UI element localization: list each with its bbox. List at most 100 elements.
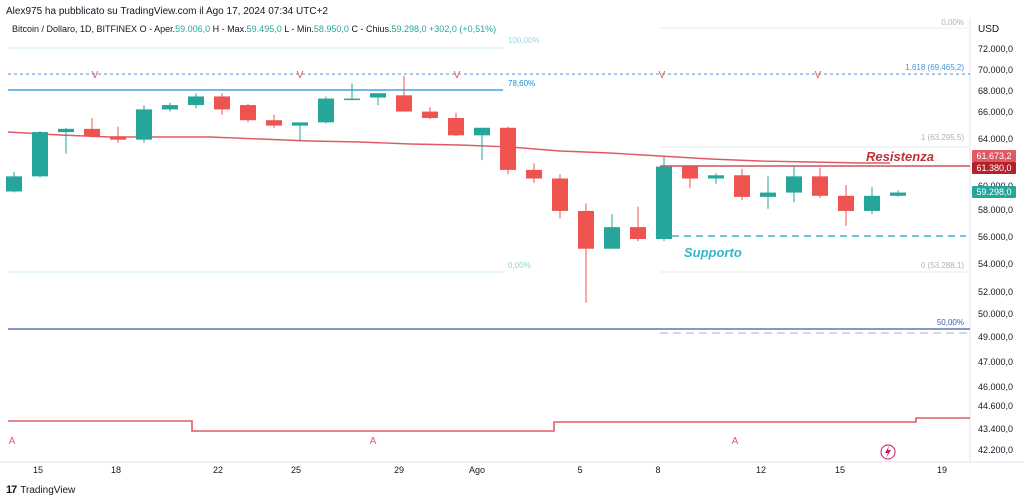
candle-body xyxy=(474,127,490,136)
y-tick-label: 72.000,0 xyxy=(978,44,1013,54)
fib-left-0-label: 0,00% xyxy=(508,261,531,270)
candle-body xyxy=(6,176,22,192)
x-tick-label: 29 xyxy=(394,465,404,475)
candle-body xyxy=(708,175,724,179)
candle-body xyxy=(344,98,360,101)
lightning-icon-glyph xyxy=(885,446,891,458)
legend-high-label: H - Max. xyxy=(212,24,247,34)
candle-body xyxy=(240,105,256,121)
y-tick-label: 52.000,0 xyxy=(978,287,1013,297)
candle-body xyxy=(396,95,412,112)
tradingview-logo-icon: 17 xyxy=(6,484,17,496)
indicator-step-line xyxy=(8,417,970,432)
legend-bar: Bitcoin / Dollaro, 1D, BITFINEX O - Aper… xyxy=(12,24,496,34)
lightning-icon[interactable] xyxy=(880,444,896,460)
fib-1-label: 1 (63.295,5) xyxy=(921,133,964,142)
y-tick-label: 58.000,0 xyxy=(978,205,1013,215)
legend-open-label: O - Aper. xyxy=(139,24,176,34)
candle-body xyxy=(136,109,152,140)
y-tick-label: 66.000,0 xyxy=(978,107,1013,117)
x-tick-label: 12 xyxy=(756,465,766,475)
x-tick-label: 18 xyxy=(111,465,121,475)
y-tick-label: 68.000,0 xyxy=(978,86,1013,96)
candle-body xyxy=(786,176,802,193)
candle-body xyxy=(58,128,74,133)
v-marker: V xyxy=(454,70,461,81)
candle-body xyxy=(110,136,126,140)
x-tick-label: 8 xyxy=(655,465,660,475)
y-tick-label: 47.000,0 xyxy=(978,357,1013,367)
a-marker: A xyxy=(370,436,377,447)
candle-body xyxy=(734,175,750,197)
moving-average-line xyxy=(7,131,890,164)
candle-body xyxy=(604,227,620,249)
candle-body xyxy=(188,96,204,106)
candle-body xyxy=(838,195,854,211)
candle-body xyxy=(864,195,880,211)
v-marker: V xyxy=(92,70,99,81)
resistance-label: Resistenza xyxy=(866,149,934,164)
y-tick-label: 44.600,0 xyxy=(978,401,1013,411)
x-tick-label: 19 xyxy=(937,465,947,475)
a-marker: A xyxy=(9,436,16,447)
y-tick-label: 56.000,0 xyxy=(978,232,1013,242)
candle-body xyxy=(214,96,230,110)
legend-high-value: 59.495,0 xyxy=(246,24,282,34)
y-tick-label: 42.200,0 xyxy=(978,445,1013,455)
candle-body xyxy=(84,128,100,137)
legend-open-value: 59.006,0 xyxy=(175,24,211,34)
legend-low-label: L - Min. xyxy=(284,24,314,34)
legend-close-value: 59.298,0 xyxy=(391,24,427,34)
candle-body xyxy=(422,111,438,119)
v-marker: V xyxy=(659,70,666,81)
candle-body xyxy=(370,93,386,98)
footer-brand: 17 TradingView xyxy=(6,484,75,496)
a-marker: A xyxy=(732,436,739,447)
v-marker: V xyxy=(297,70,304,81)
price-badge-label: 59.298,0 xyxy=(976,187,1011,197)
v-marker: V xyxy=(815,70,822,81)
fib-top-label: 0,00% xyxy=(941,18,964,27)
legend-symbol: Bitcoin / Dollaro, 1D, BITFINEX xyxy=(12,24,138,34)
candle-body xyxy=(292,122,308,126)
candle-body xyxy=(578,210,594,249)
candle-body xyxy=(448,118,464,136)
fib-1618-label: 1,618 (69.465,2) xyxy=(905,63,964,72)
legend-change-value: +302,0 (+0,51%) xyxy=(429,24,497,34)
price-badge-label: 61.380,0 xyxy=(976,163,1011,173)
candle-body xyxy=(656,166,672,239)
support-label: Supporto xyxy=(684,245,742,260)
legend-close-label: C - Chius. xyxy=(351,24,392,34)
candle-body xyxy=(682,166,698,179)
x-tick-label: Ago xyxy=(469,465,485,475)
fib-0-label: 0 (53.288,1) xyxy=(921,261,964,270)
price-badge xyxy=(972,186,1016,198)
price-badge-label: 61.673,2 xyxy=(976,151,1011,161)
candle-body xyxy=(162,105,178,110)
candle-body xyxy=(266,120,282,126)
x-tick-label: 5 xyxy=(577,465,582,475)
x-tick-label: 25 xyxy=(291,465,301,475)
candle-body xyxy=(890,192,906,196)
candle-body xyxy=(526,169,542,179)
candle-body xyxy=(760,192,776,197)
candle-body xyxy=(812,176,828,196)
y-tick-label: 46.000,0 xyxy=(978,382,1013,392)
currency-label: USD xyxy=(978,24,1000,35)
fib-left-100-label: 100,00% xyxy=(508,36,540,45)
y-tick-label: 64.000,0 xyxy=(978,134,1013,144)
publisher-header: Alex975 ha pubblicato su TradingView.com… xyxy=(6,6,328,17)
y-tick-label: 70.000,0 xyxy=(978,65,1013,75)
x-tick-label: 22 xyxy=(213,465,223,475)
price-badge xyxy=(972,150,1016,162)
candle-body xyxy=(318,98,334,123)
footer-brand-label: TradingView xyxy=(20,484,76,496)
y-tick-label: 49.000,0 xyxy=(978,332,1013,342)
legend-low-value: 58.950,0 xyxy=(313,24,349,34)
fib-50-label: 50,00% xyxy=(937,318,964,327)
y-tick-label: 54.000,0 xyxy=(978,259,1013,269)
y-tick-label: 43.400,0 xyxy=(978,424,1013,434)
candle-body xyxy=(500,127,516,170)
candle-body xyxy=(630,227,646,239)
